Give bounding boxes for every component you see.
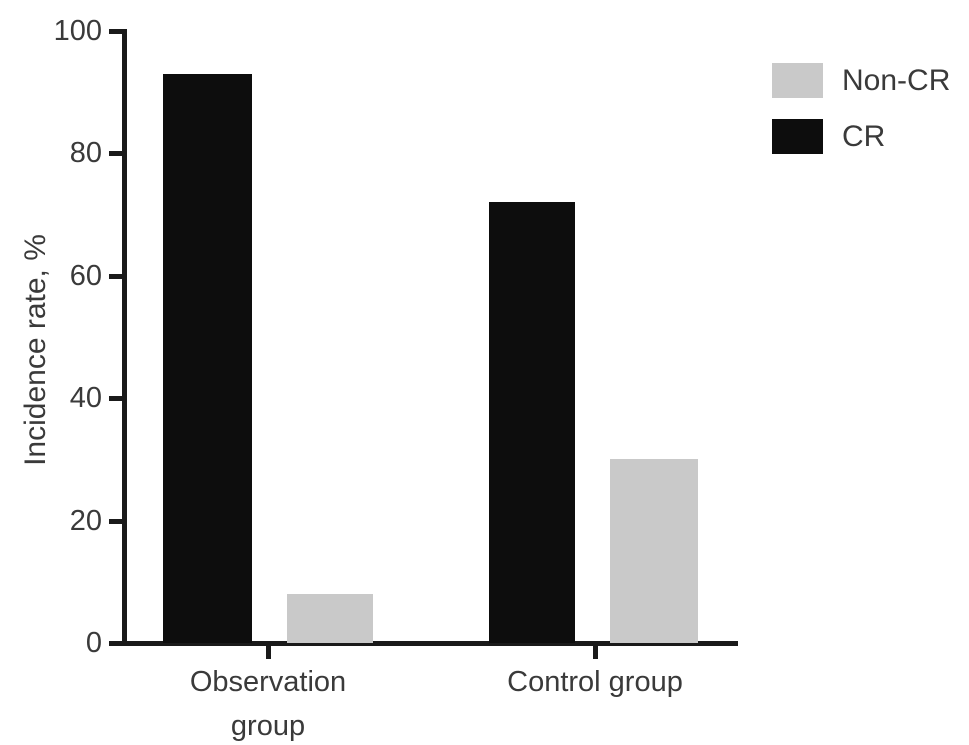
- y-tick-40: [109, 396, 122, 401]
- y-tick-label: 0: [85, 627, 102, 659]
- y-tick-label: 40: [69, 382, 102, 414]
- y-tick-label: 100: [53, 15, 102, 47]
- y-tick-label: 60: [69, 260, 102, 292]
- y-tick-label: 80: [69, 137, 102, 169]
- bar-control-cr: [489, 202, 575, 643]
- x-category-label-observation: Observation group: [189, 666, 347, 742]
- legend-label-noncr: Non-CR: [842, 63, 951, 97]
- legend-swatch-cr: [772, 119, 823, 154]
- y-tick-60: [109, 274, 122, 279]
- bar-observation-cr: [163, 73, 252, 643]
- y-tick-80: [109, 151, 122, 156]
- x-tick-control: [593, 646, 598, 659]
- legend-item-cr: CR: [772, 119, 885, 154]
- x-axis-line: [122, 641, 738, 646]
- y-tick-20: [109, 519, 122, 524]
- x-tick-observation: [266, 646, 271, 659]
- x-category-label-control: Control group: [507, 666, 683, 698]
- legend-item-noncr: Non-CR: [772, 63, 950, 98]
- y-tick-label: 20: [69, 505, 102, 537]
- bar-observation-noncr: [287, 594, 373, 643]
- y-tick-100: [109, 29, 122, 34]
- y-tick-0: [109, 641, 122, 646]
- bar-control-noncr: [610, 459, 698, 643]
- legend-label-cr: CR: [842, 119, 886, 153]
- y-axis-line: [122, 29, 127, 646]
- legend-swatch-noncr: [772, 63, 823, 98]
